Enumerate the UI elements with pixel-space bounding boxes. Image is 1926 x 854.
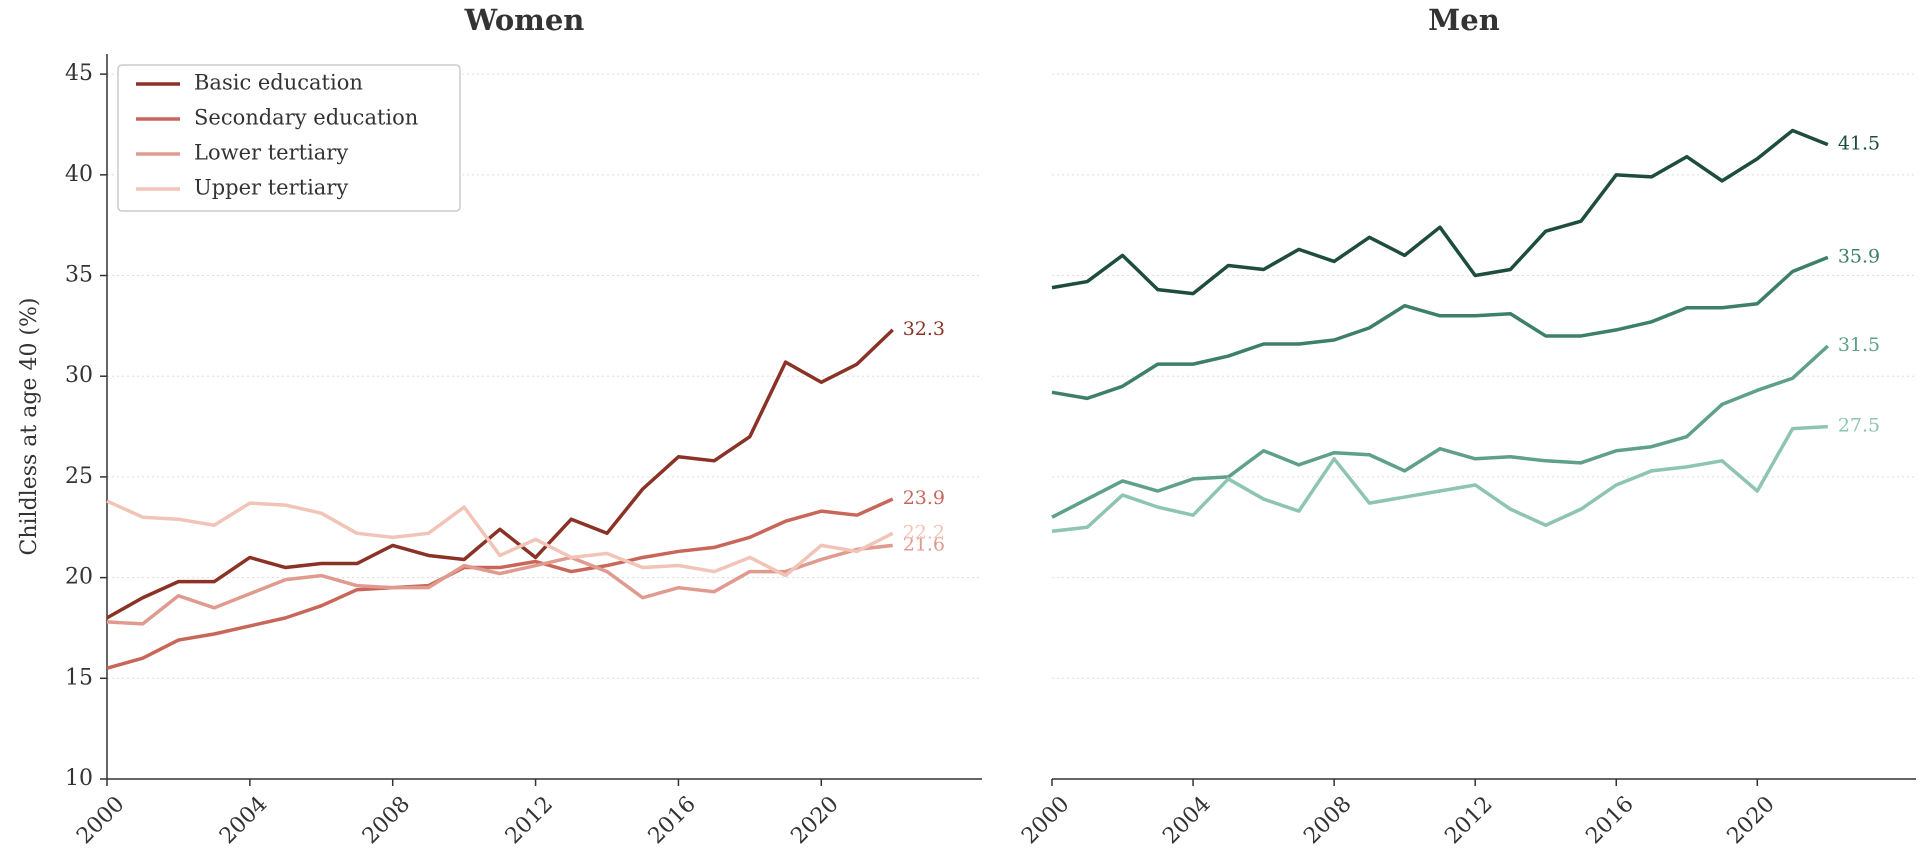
end-label: 35.9 bbox=[1838, 245, 1880, 267]
y-tick-label: 35 bbox=[65, 263, 93, 288]
x-tick-label: 2012 bbox=[501, 792, 558, 849]
x-tick-label: 2020 bbox=[786, 792, 843, 849]
line-series bbox=[106, 497, 894, 670]
end-label: 32.3 bbox=[903, 318, 945, 340]
x-tick-label: 2004 bbox=[215, 792, 272, 849]
line-series bbox=[106, 328, 894, 620]
end-label: 31.5 bbox=[1838, 334, 1880, 356]
end-label: 22.2 bbox=[903, 521, 945, 543]
legend-label: Basic education bbox=[194, 71, 363, 95]
line-series bbox=[1051, 128, 1829, 296]
end-label: 41.5 bbox=[1838, 133, 1880, 155]
y-tick-label: 40 bbox=[65, 162, 93, 187]
x-tick-label: 2012 bbox=[1440, 792, 1497, 849]
y-tick-label: 15 bbox=[65, 665, 93, 690]
end-label: 27.5 bbox=[1838, 415, 1880, 437]
line-series bbox=[106, 543, 893, 626]
y-tick-label: 45 bbox=[65, 61, 93, 86]
y-tick-label: 20 bbox=[65, 565, 93, 590]
x-tick-label: 2000 bbox=[72, 792, 129, 849]
legend-label: Lower tertiary bbox=[194, 141, 348, 165]
x-tick-label: 2020 bbox=[1723, 792, 1780, 849]
end-label: 23.9 bbox=[903, 487, 945, 509]
x-tick-label: 2008 bbox=[358, 792, 415, 849]
chart-title: Men bbox=[1428, 3, 1500, 37]
x-tick-label: 2016 bbox=[644, 792, 701, 849]
x-tick-label: 2016 bbox=[1581, 792, 1638, 849]
x-tick-label: 2008 bbox=[1299, 792, 1356, 849]
line-series bbox=[1051, 255, 1829, 401]
y-tick-label: 30 bbox=[65, 363, 93, 388]
y-axis-label: Childless at age 40 (%) bbox=[17, 297, 42, 555]
legend-label: Secondary education bbox=[194, 106, 418, 130]
y-tick-label: 10 bbox=[65, 766, 93, 791]
line-series bbox=[106, 499, 894, 578]
end-label: 21.6 bbox=[903, 533, 945, 555]
line-series bbox=[1051, 344, 1830, 519]
legend-label: Upper tertiary bbox=[194, 176, 348, 200]
y-tick-label: 25 bbox=[65, 464, 93, 489]
x-tick-label: 2000 bbox=[1017, 792, 1074, 849]
line-series bbox=[1051, 424, 1828, 534]
legend-box bbox=[117, 64, 461, 212]
chart-title: Women bbox=[464, 3, 585, 37]
x-tick-label: 2004 bbox=[1158, 792, 1215, 849]
